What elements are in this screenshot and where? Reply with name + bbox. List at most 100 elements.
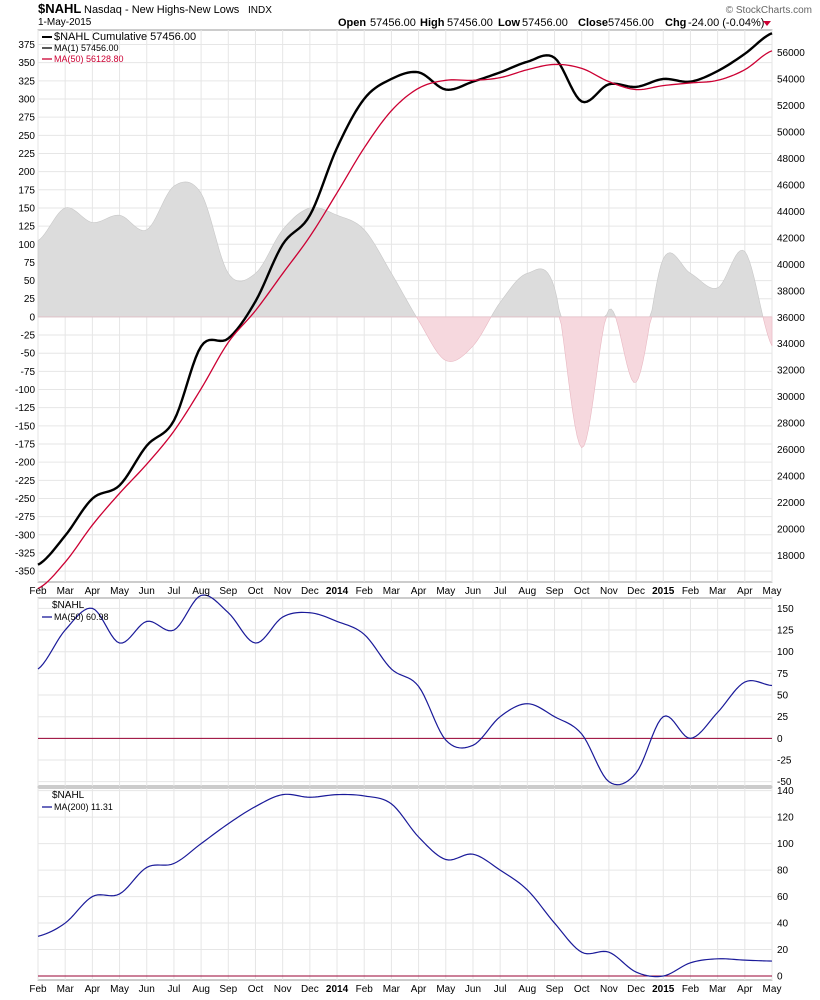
right-tick-label: 26000 bbox=[777, 445, 805, 456]
x-tick-label: Feb bbox=[356, 586, 374, 597]
left-tick-label: -150 bbox=[15, 421, 35, 432]
left-tick-label: 325 bbox=[18, 76, 35, 87]
left-tick-label: -350 bbox=[15, 567, 35, 578]
x-tick-label: Sep bbox=[546, 984, 564, 995]
left-tick-label: 175 bbox=[18, 185, 35, 196]
right-tick-label: -50 bbox=[777, 777, 792, 788]
panel-title: $NAHL bbox=[52, 600, 85, 611]
x-tick-label: May bbox=[110, 586, 129, 597]
left-tick-label: 225 bbox=[18, 149, 35, 160]
x-tick-label: Aug bbox=[518, 984, 536, 995]
close-label: Close bbox=[578, 17, 608, 29]
x-tick-label: 2015 bbox=[652, 984, 675, 995]
panel-title: $NAHL bbox=[52, 790, 85, 801]
ma-line bbox=[37, 594, 773, 786]
panel-frame bbox=[37, 597, 773, 787]
right-tick-label: 150 bbox=[777, 604, 794, 615]
left-tick-label: -225 bbox=[15, 476, 35, 487]
left-tick-label: 125 bbox=[18, 222, 35, 233]
x-tick-label: Jul bbox=[168, 586, 181, 597]
x-tick-label: Dec bbox=[627, 586, 645, 597]
x-tick-label: Apr bbox=[411, 984, 427, 995]
x-tick-label: Oct bbox=[248, 586, 264, 597]
x-tick-label: Jun bbox=[139, 984, 155, 995]
x-tick-label: Feb bbox=[682, 586, 700, 597]
x-axis-labels: Feb Mar Apr May Jun Jul Aug Sep Oct Nov Dec 2014 Feb… bbox=[29, 586, 781, 995]
right-tick-label: 22000 bbox=[777, 498, 805, 509]
right-tick-label: 125 bbox=[777, 626, 794, 637]
low-value: 57456.00 bbox=[522, 17, 568, 29]
x-tick-label: Mar bbox=[57, 586, 75, 597]
high-value: 57456.00 bbox=[447, 17, 493, 29]
right-tick-label: 24000 bbox=[777, 472, 805, 483]
right-tick-label: 52000 bbox=[777, 101, 805, 112]
x-tick-label: Aug bbox=[192, 586, 210, 597]
x-tick-label: Sep bbox=[219, 984, 237, 995]
left-tick-label: -25 bbox=[21, 331, 36, 342]
x-tick-label: Apr bbox=[85, 984, 101, 995]
right-tick-label: 44000 bbox=[777, 207, 805, 218]
x-tick-label: Nov bbox=[274, 586, 292, 597]
left-tick-label: 300 bbox=[18, 95, 35, 106]
right-tick-label: 48000 bbox=[777, 154, 805, 165]
x-tick-label: Dec bbox=[627, 984, 645, 995]
x-tick-label: Jul bbox=[168, 984, 181, 995]
chg-value: -24.00 (-0.04%) bbox=[688, 17, 764, 29]
x-tick-label: Mar bbox=[709, 984, 727, 995]
x-tick-label: Apr bbox=[85, 586, 101, 597]
x-tick-label: Feb bbox=[29, 586, 47, 597]
x-tick-label: Nov bbox=[274, 984, 292, 995]
right-tick-label: 54000 bbox=[777, 74, 805, 85]
right-tick-label: 75 bbox=[777, 669, 789, 680]
right-tick-label: 140 bbox=[777, 786, 794, 797]
x-tick-label: Feb bbox=[29, 984, 47, 995]
left-tick-label: 25 bbox=[24, 294, 36, 305]
quote-date: 1-May-2015 bbox=[38, 17, 92, 28]
cumulative-line bbox=[37, 32, 773, 566]
left-tick-label: -200 bbox=[15, 458, 35, 469]
x-tick-label: Sep bbox=[546, 586, 564, 597]
x-tick-label: Oct bbox=[574, 984, 590, 995]
right-tick-label: 100 bbox=[777, 839, 794, 850]
x-tick-label: Sep bbox=[219, 586, 237, 597]
open-label: Open bbox=[338, 17, 366, 29]
right-tick-label: 20 bbox=[777, 945, 789, 956]
right-tick-label: 40000 bbox=[777, 260, 805, 271]
left-tick-label: 200 bbox=[18, 167, 35, 178]
left-tick-label: -275 bbox=[15, 512, 35, 523]
histogram-positive bbox=[37, 181, 772, 318]
left-tick-label: -50 bbox=[21, 349, 36, 360]
x-tick-label: Jul bbox=[494, 586, 507, 597]
right-tick-label: 50 bbox=[777, 691, 789, 702]
left-tick-label: 150 bbox=[18, 203, 35, 214]
legend-entry: MA(1) 57456.00 bbox=[54, 43, 119, 53]
x-tick-label: May bbox=[110, 984, 129, 995]
legend-entry: $NAHL Cumulative 57456.00 bbox=[54, 31, 196, 43]
left-tick-label: -325 bbox=[15, 548, 35, 559]
left-tick-label: -175 bbox=[15, 440, 35, 451]
right-tick-label: 56000 bbox=[777, 48, 805, 59]
x-tick-label: 2014 bbox=[326, 984, 349, 995]
left-tick-label: 250 bbox=[18, 131, 35, 142]
x-tick-label: Apr bbox=[737, 984, 753, 995]
ma-line bbox=[37, 793, 773, 978]
histogram-negative bbox=[38, 316, 773, 449]
legend-entry: MA(50) 56128.80 bbox=[54, 54, 124, 64]
left-tick-label: 50 bbox=[24, 276, 36, 287]
left-tick-label: -125 bbox=[15, 403, 35, 414]
right-tick-label: 36000 bbox=[777, 313, 805, 324]
right-tick-label: 28000 bbox=[777, 419, 805, 430]
legend-entry: MA(200) 11.31 bbox=[54, 802, 113, 812]
x-tick-label: May bbox=[763, 984, 782, 995]
right-tick-label: 25 bbox=[777, 712, 789, 723]
left-tick-label: -75 bbox=[21, 367, 36, 378]
x-tick-label: May bbox=[436, 984, 455, 995]
right-tick-label: 46000 bbox=[777, 180, 805, 191]
left-tick-label: -250 bbox=[15, 494, 35, 505]
right-tick-label: 60 bbox=[777, 892, 789, 903]
right-tick-label: 34000 bbox=[777, 339, 805, 350]
x-tick-label: Mar bbox=[383, 984, 401, 995]
left-tick-label: 100 bbox=[18, 240, 35, 251]
